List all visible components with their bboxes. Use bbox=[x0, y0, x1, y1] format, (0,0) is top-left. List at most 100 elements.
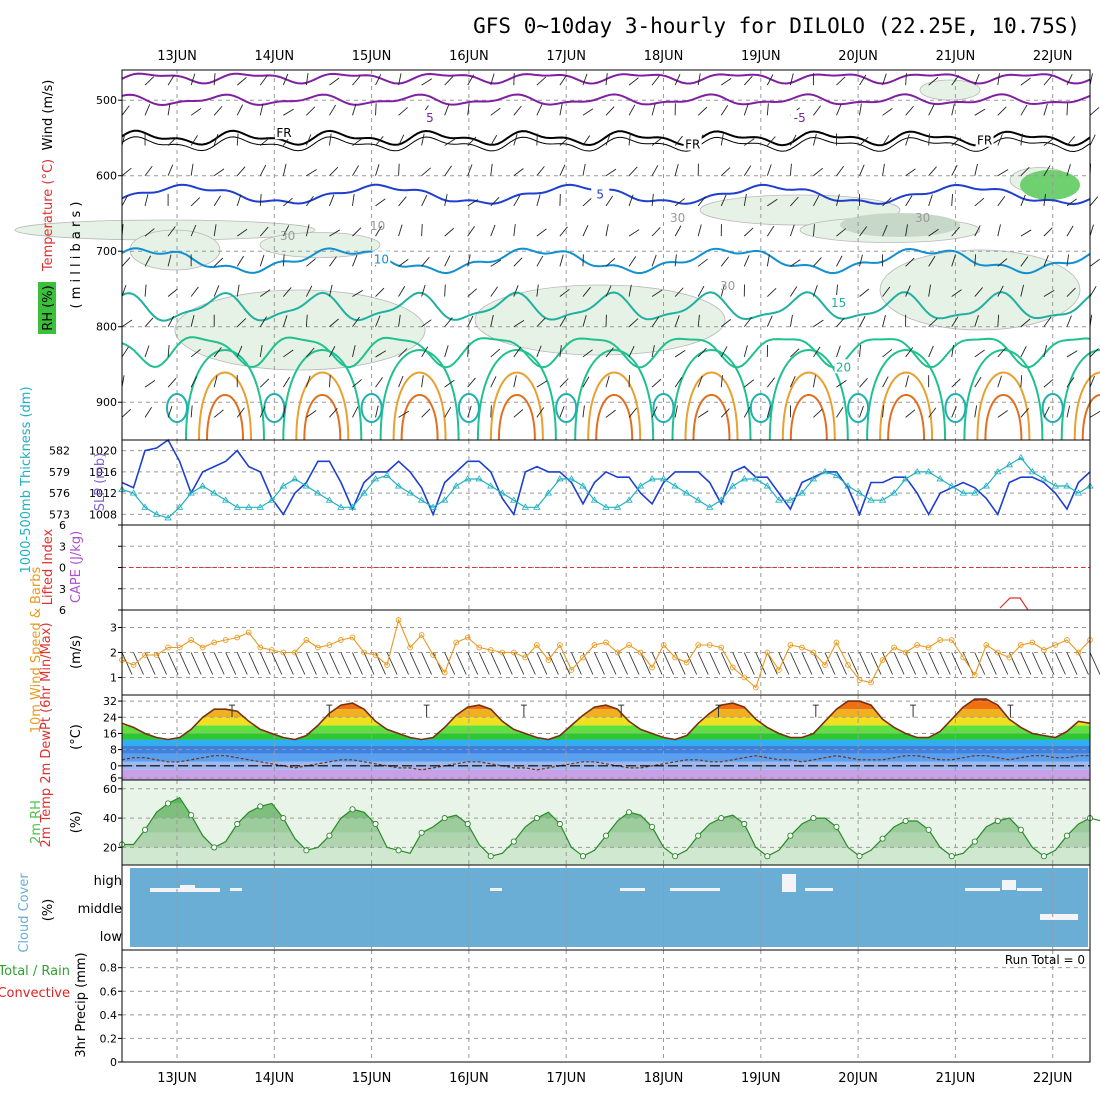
wind-barb bbox=[836, 345, 841, 358]
wind-barb-10m bbox=[997, 652, 1009, 675]
rh-point bbox=[764, 853, 771, 860]
wind-speed-point bbox=[706, 642, 713, 648]
wind-speed-point bbox=[361, 649, 367, 656]
rh-point bbox=[510, 838, 517, 845]
thickness-point bbox=[291, 475, 299, 482]
wind-barb bbox=[167, 164, 174, 176]
rh-point bbox=[141, 826, 149, 833]
wind-barb bbox=[190, 376, 198, 388]
wind-speed-point bbox=[660, 642, 667, 648]
wind-barb bbox=[213, 257, 224, 267]
wind-barb bbox=[421, 284, 426, 297]
wind-barb bbox=[513, 224, 516, 237]
rh-point bbox=[441, 815, 448, 822]
wind-speed-point bbox=[1052, 642, 1059, 648]
wind-barb bbox=[859, 377, 868, 388]
thickness-tick-label: 582 bbox=[49, 445, 70, 458]
slp-series-line bbox=[121, 438, 1091, 517]
wind-barb bbox=[398, 107, 408, 116]
wind-barb bbox=[651, 103, 656, 116]
thickness-point bbox=[348, 503, 357, 510]
wind-barb-10m bbox=[467, 652, 479, 675]
temperature-contour-lowlevel bbox=[392, 371, 447, 441]
wind-barb bbox=[283, 108, 294, 116]
wind-barb bbox=[605, 257, 616, 267]
wind-barb bbox=[582, 73, 588, 86]
wind-barb bbox=[582, 405, 585, 418]
wind-speed-point bbox=[994, 649, 1001, 656]
wind-barb bbox=[467, 377, 476, 388]
wind-barb-10m bbox=[824, 652, 836, 675]
wind-speed-point bbox=[245, 629, 252, 636]
wind-speed-point bbox=[407, 644, 413, 651]
wind-barb bbox=[605, 347, 614, 358]
wind-barb bbox=[974, 73, 980, 86]
wind-barb bbox=[697, 224, 702, 237]
slp-tick-label: 1008 bbox=[89, 508, 117, 521]
cloud-cover-block bbox=[230, 888, 242, 891]
wind-barb bbox=[375, 405, 379, 418]
wind-barb bbox=[720, 256, 729, 267]
cloud-cover-block bbox=[180, 885, 195, 892]
wind-barb bbox=[467, 164, 473, 176]
wind-barb bbox=[282, 163, 287, 176]
wind-barb bbox=[674, 164, 679, 176]
temperature-contour-lowlevel bbox=[768, 349, 849, 441]
wind-barb bbox=[536, 166, 545, 176]
wind-barb bbox=[674, 254, 677, 267]
ylabel-temp2m: 2m Temp 2m DewPt (6hr Min/Max) bbox=[39, 622, 54, 847]
wind-barb-10m bbox=[882, 652, 893, 675]
wind-barb bbox=[1089, 410, 1100, 418]
wind-barb bbox=[882, 73, 887, 86]
wind-barb bbox=[467, 315, 474, 327]
thickness-point bbox=[613, 503, 622, 510]
wind-barb bbox=[121, 285, 127, 297]
wind-barb-10m bbox=[709, 652, 721, 675]
wind-barb bbox=[259, 226, 269, 237]
wind-barb bbox=[398, 410, 410, 418]
wind-barb bbox=[329, 166, 339, 177]
wind-barb bbox=[951, 75, 960, 86]
y-tick-label: 0.8 bbox=[100, 962, 118, 975]
thickness-point bbox=[406, 489, 414, 496]
y-tick-label: 16 bbox=[103, 727, 117, 740]
wind-barb bbox=[352, 227, 362, 237]
cloud-cover-block bbox=[670, 888, 720, 891]
wind-barb bbox=[766, 377, 776, 388]
thickness-point bbox=[1028, 468, 1037, 475]
wind-speed-point bbox=[349, 634, 356, 641]
wind-speed-point bbox=[1018, 642, 1024, 648]
thickness-point bbox=[245, 503, 253, 510]
wind-barb bbox=[766, 225, 775, 237]
rh-shading bbox=[259, 232, 381, 258]
thickness-point bbox=[383, 471, 391, 478]
temperature-contour-lowlevel bbox=[866, 349, 947, 441]
wind-barb bbox=[743, 345, 748, 358]
wind-barb bbox=[236, 255, 244, 267]
temperature-contour-lowlevel bbox=[379, 349, 460, 441]
rh-point bbox=[741, 820, 748, 828]
thickness-point bbox=[752, 475, 760, 482]
wind-barb bbox=[375, 136, 384, 146]
wind-speed-point bbox=[879, 657, 886, 663]
wind-barb bbox=[674, 225, 682, 237]
cloud-cover-block bbox=[150, 888, 180, 892]
wind-speed-point bbox=[649, 664, 655, 671]
wind-barb bbox=[789, 224, 795, 237]
wind-barb bbox=[421, 194, 428, 207]
wind-barb bbox=[559, 344, 562, 357]
wind-barb bbox=[421, 78, 433, 86]
wind-speed-point bbox=[568, 667, 575, 673]
wind-barb bbox=[536, 345, 542, 358]
thickness-point bbox=[371, 475, 380, 482]
contour-label-bg bbox=[683, 136, 702, 151]
wind-barb-10m bbox=[801, 652, 813, 675]
wind-barb bbox=[144, 345, 150, 358]
wind-barb bbox=[236, 318, 247, 328]
thickness-point bbox=[671, 482, 679, 489]
wind-barb-10m bbox=[409, 652, 421, 675]
date-label-bottom: 17JUN bbox=[546, 1071, 586, 1086]
wind-barb bbox=[1020, 194, 1026, 207]
wind-barb-10m bbox=[259, 652, 271, 675]
wind-speed-point bbox=[326, 642, 333, 648]
